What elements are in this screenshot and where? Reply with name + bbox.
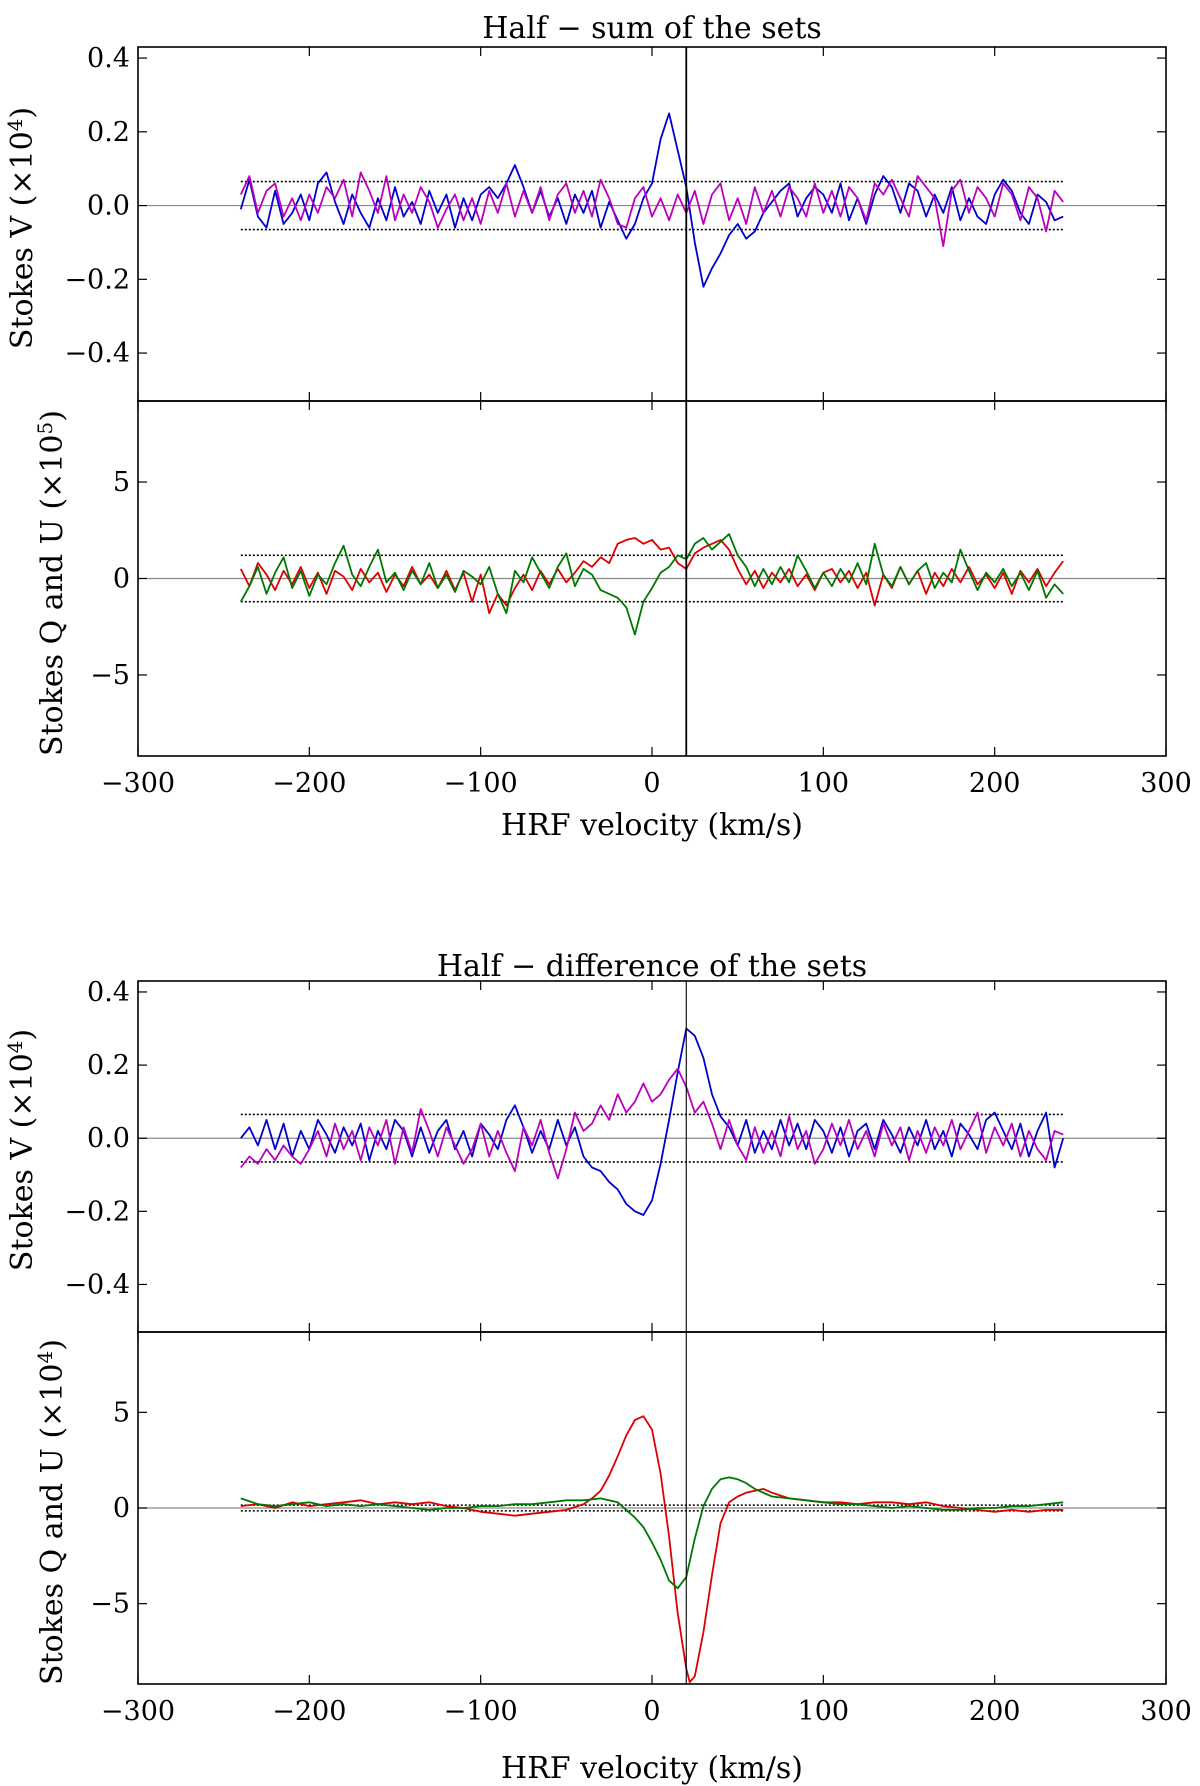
sum-v-ytick-label: −0.4	[64, 338, 130, 369]
sum-qu-ytick-label: 5	[113, 467, 130, 498]
diff-qu-axis-label: Stokes Q and U (×104)	[33, 1339, 70, 1685]
sum-qu-series-stokes-u	[240, 533, 1064, 636]
diff-qu-ytick-label: 5	[113, 1397, 130, 1428]
sum-v-ytick-label: 0.4	[87, 43, 130, 74]
diff-v-ytick-label: 0.2	[87, 1050, 130, 1081]
sum-xtick-label: 100	[798, 768, 850, 799]
diff-panel-title: Half − difference of the sets	[437, 949, 867, 984]
sum-v-axis-label: Stokes V (×104)	[3, 107, 40, 349]
diff-v-series-stokes-v	[240, 1027, 1065, 1216]
diff-xtick-label: 300	[1140, 1696, 1192, 1727]
diff-v-series-null-n	[240, 1067, 1064, 1180]
diff-xtick-label: 0	[643, 1696, 660, 1727]
diff-xtick-label: −100	[444, 1696, 518, 1727]
diff-xtick-label: −200	[272, 1696, 346, 1727]
sum-qu-axis-label-main: Stokes Q and U (	[35, 498, 70, 756]
sum-xtick-label: 0	[643, 768, 660, 799]
sum-v-axis-label-factor: ×10	[5, 131, 40, 194]
diff-qu-ytick-label: 0	[113, 1493, 130, 1524]
diff-v-axis-label-factor: ×10	[5, 1053, 40, 1116]
diff-qu-series-stokes-q	[240, 1415, 1064, 1683]
sum-panel-title: Half − sum of the sets	[482, 11, 822, 46]
diff-v-ytick-label: −0.4	[64, 1269, 130, 1300]
diff-xtick-label: 200	[969, 1696, 1021, 1727]
sum-v-series-stokes-v	[239, 112, 1064, 288]
sum-v-axis-label-exp: 4	[3, 119, 27, 132]
diff-qu-ytick-label: −5	[90, 1589, 130, 1620]
sum-xtick-label: 200	[969, 768, 1021, 799]
sum-xtick-label: −100	[444, 768, 518, 799]
sum-v-ytick-label: 0.0	[87, 191, 130, 222]
sum-qu-axis-label-factor: ×10	[35, 435, 70, 498]
diff-xtick-label: 100	[798, 1696, 850, 1727]
diff-qu-axis-label-main: Stokes Q and U (	[35, 1427, 70, 1685]
sum-xtick-label: −200	[272, 768, 346, 799]
diff-v-axis-label-close: )	[5, 1029, 40, 1041]
diff-qu-panel-frame	[137, 1331, 1167, 1685]
diff-v-axis-label: Stokes V (×104)	[3, 1029, 40, 1271]
sum-qu-axis-label-exp: 5	[33, 422, 57, 435]
sum-qu-series-stokes-q	[239, 537, 1064, 615]
diff-qu-axis-label-factor: ×10	[35, 1364, 70, 1427]
diff-xtick-label: −300	[101, 1696, 175, 1727]
sum-qu-ytick-label: −5	[90, 660, 130, 691]
sum-v-ytick-label: −0.2	[64, 264, 130, 295]
sum-v-axis-label-close: )	[5, 107, 40, 119]
diff-v-ytick-label: 0.0	[87, 1123, 130, 1154]
sum-qu-ytick-label: 0	[113, 564, 130, 595]
diff-v-axis-label-main: Stokes V (	[5, 1117, 40, 1271]
sum-x-axis-label: HRF velocity (km/s)	[501, 808, 803, 843]
diff-v-axis-label-exp: 4	[3, 1041, 27, 1054]
difference-of-sets-figure: Half − difference of the sets HRF veloci…	[3, 949, 1192, 1786]
sum-qu-panel-frame	[137, 400, 1167, 757]
diff-qu-axis-label-exp: 4	[33, 1351, 57, 1364]
diff-qu-series-stokes-u	[240, 1476, 1064, 1590]
diff-qu-axis-label-close: )	[35, 1339, 70, 1351]
sum-v-series-null-n	[239, 171, 1064, 248]
sum-qu-axis-label-close: )	[35, 410, 70, 422]
sum-xtick-label: 300	[1140, 768, 1192, 799]
diff-v-ytick-label: −0.2	[64, 1196, 130, 1227]
sum-v-ytick-label: 0.2	[87, 117, 130, 148]
diff-v-ytick-label: 0.4	[87, 977, 130, 1008]
diff-x-axis-label: HRF velocity (km/s)	[501, 1751, 803, 1786]
sum-qu-axis-label: Stokes Q and U (×105)	[33, 410, 70, 756]
sum-of-sets-figure: Half − sum of the sets HRF velocity (km/…	[3, 11, 1192, 843]
sum-v-axis-label-main: Stokes V (	[5, 195, 40, 349]
sum-xtick-label: −300	[101, 768, 175, 799]
